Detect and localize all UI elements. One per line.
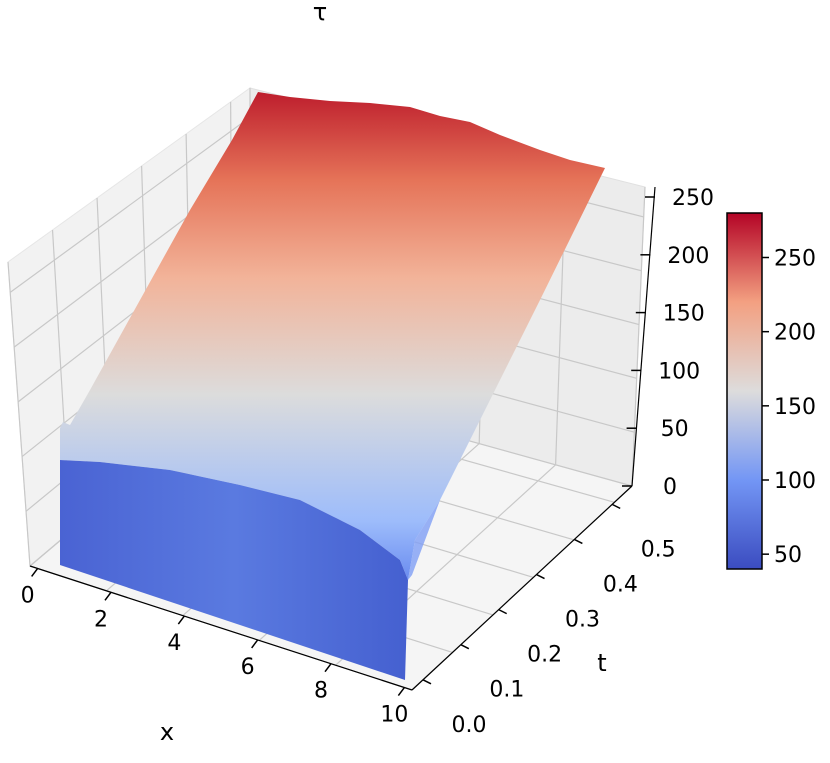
t-tick: [536, 573, 545, 580]
x-axis-line: [29, 565, 413, 691]
t-tick: [574, 538, 583, 545]
colorbar-ticks: 50 100 150 200 250: [762, 247, 816, 568]
colorbar-gradient: [726, 212, 763, 570]
surface-top: [60, 92, 605, 580]
t-axis-line: [411, 485, 633, 691]
t-tick-label: 0.1: [489, 678, 524, 703]
z-tick-label: 0: [663, 475, 677, 500]
t-axis: 0.00.10.20.30.40.5: [411, 485, 676, 738]
x-tick-label: 4: [167, 631, 181, 656]
colorbar-tick-label: 200: [774, 321, 816, 346]
x-tick-label: 0: [21, 583, 35, 608]
x-axis-label: x: [160, 718, 174, 746]
t-tick: [611, 503, 621, 510]
t-axis-label: t: [597, 649, 606, 677]
t-tick: [498, 608, 508, 615]
z-tick-label: 150: [663, 302, 705, 327]
t-tick: [460, 644, 470, 650]
x-tick-label: 6: [241, 655, 255, 680]
colorbar-tick-label: 50: [774, 543, 802, 568]
colorbar: 50 100 150 200 250: [726, 212, 816, 570]
left-pane-grid: [7, 261, 31, 567]
z-axis-line: [631, 186, 656, 487]
z-axis: 0 50 100 150 200 250: [622, 186, 714, 500]
surface-front-face: [60, 460, 408, 680]
surface-right-edge: [408, 500, 440, 580]
colorbar-tick-label: 150: [774, 395, 816, 420]
z-tick-label: 200: [667, 244, 709, 269]
x-tick: [324, 663, 332, 673]
z-tick-label: 50: [661, 417, 689, 442]
z-tick-label: 100: [658, 359, 700, 384]
z-tick-label: 250: [672, 186, 714, 211]
left-pane-grid: [9, 116, 251, 293]
x-tick: [397, 687, 405, 696]
chart-title: τ: [313, 0, 327, 26]
x-tick: [31, 568, 39, 577]
x-tick: [177, 615, 185, 625]
x-tick: [251, 639, 259, 649]
t-tick-label: 0.4: [603, 572, 638, 597]
x-tick-label: 10: [380, 703, 408, 728]
t-tick-label: 0.2: [527, 643, 562, 668]
t-tick-label: 0.0: [452, 713, 487, 738]
x-tick-label: 2: [94, 607, 108, 632]
surface: [60, 92, 605, 680]
x-tick-label: 8: [314, 679, 328, 704]
x-tick: [104, 591, 112, 601]
colorbar-tick-label: 250: [774, 247, 816, 272]
t-tick-label: 0.5: [641, 537, 676, 562]
x-axis: 0 2 4 6 8 10: [21, 565, 413, 728]
t-tick: [422, 679, 432, 685]
right-pane-grid: [631, 186, 646, 487]
colorbar-tick-label: 100: [774, 469, 816, 494]
t-tick-label: 0.3: [565, 608, 600, 633]
